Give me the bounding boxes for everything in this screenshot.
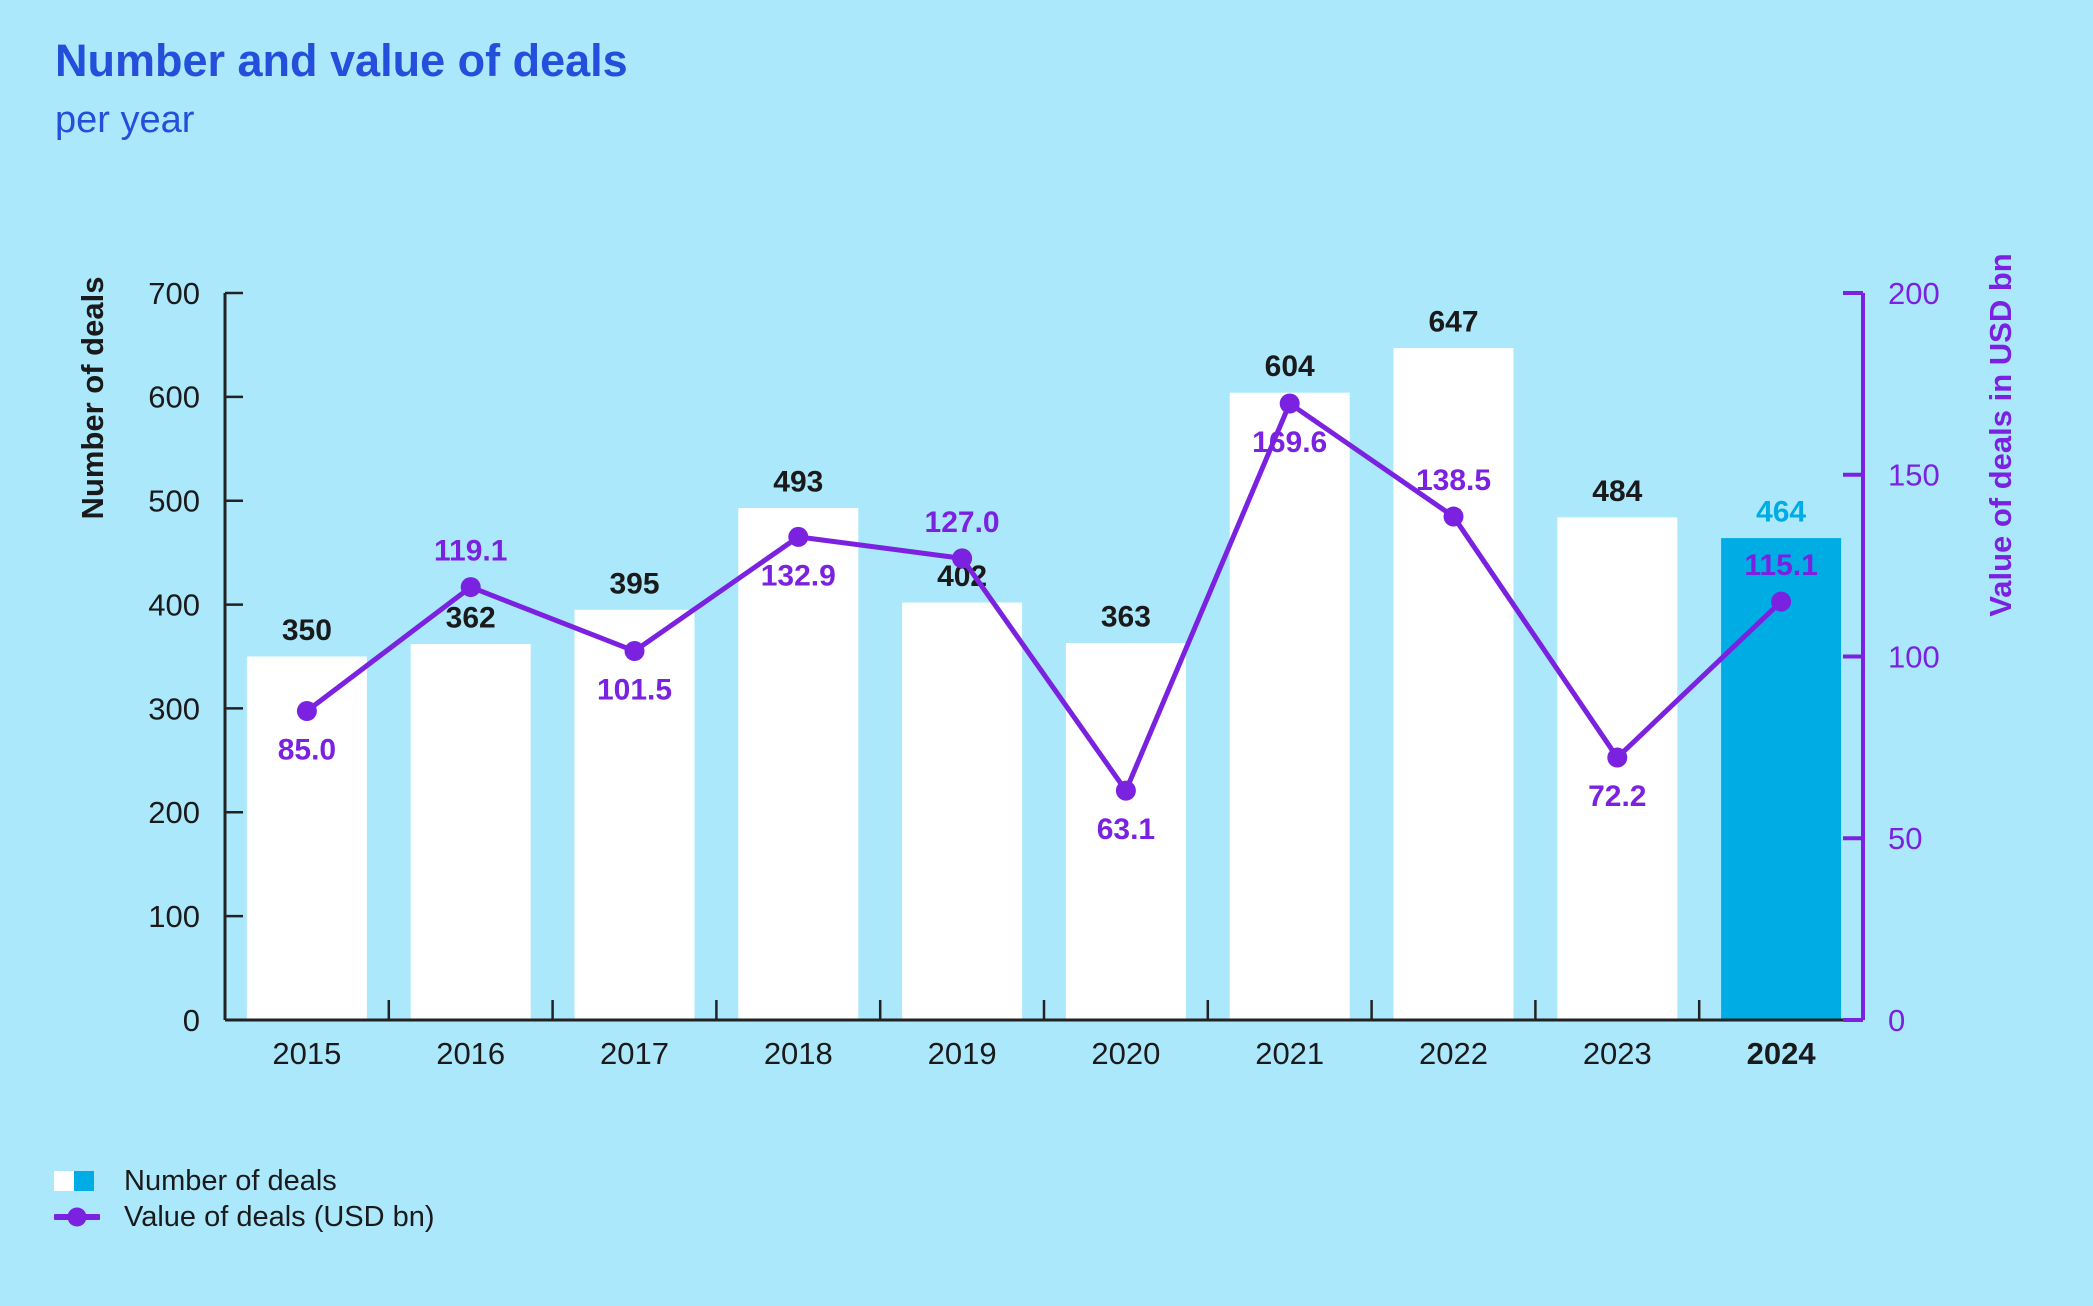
value-label-2024: 115.1 xyxy=(1744,549,1817,582)
value-dot-2016 xyxy=(460,577,481,598)
legend-item-value-of-deals: Value of deals (USD bn) xyxy=(54,1200,435,1233)
bar-value-label-2018: 493 xyxy=(773,465,823,498)
right-axis-tick-label: 100 xyxy=(1888,639,1940,674)
value-label-2019: 127.0 xyxy=(925,506,1000,539)
legend-label: Value of deals (USD bn) xyxy=(124,1200,435,1233)
bar-value-label-2024: 464 xyxy=(1756,496,1806,529)
value-label-2016: 119.1 xyxy=(434,535,507,568)
x-axis-label-2024: 2024 xyxy=(1747,1036,1817,1071)
bar-2020 xyxy=(1065,642,1186,1020)
bar-value-label-2023: 484 xyxy=(1592,475,1642,508)
x-axis-label-2019: 2019 xyxy=(928,1036,997,1071)
bar-2023 xyxy=(1557,517,1678,1020)
x-axis-label-2016: 2016 xyxy=(436,1036,505,1071)
x-axis-label-2017: 2017 xyxy=(600,1036,669,1071)
right-axis-tick-label: 200 xyxy=(1888,276,1940,311)
bar-2019 xyxy=(902,602,1023,1020)
value-label-2018: 132.9 xyxy=(761,559,836,592)
value-dot-2022 xyxy=(1443,506,1464,527)
left-axis-tick-label: 400 xyxy=(148,587,200,622)
bar-value-label-2016: 362 xyxy=(446,602,496,635)
bar-2024 xyxy=(1721,538,1842,1020)
right-axis-title: Value of deals in USD bn xyxy=(1983,253,2018,616)
bar-swatch-cyan xyxy=(74,1171,94,1191)
left-axis-tick-label: 500 xyxy=(148,484,200,519)
value-label-2015: 85.0 xyxy=(278,734,336,767)
x-axis-label-2020: 2020 xyxy=(1091,1036,1160,1071)
bar-value-label-2015: 350 xyxy=(282,614,332,647)
value-dot-2024 xyxy=(1771,591,1792,612)
legend-item-number-of-deals: Number of deals xyxy=(54,1164,435,1197)
value-line-series xyxy=(305,401,1783,794)
legend-label: Number of deals xyxy=(124,1164,337,1197)
value-label-2022: 138.5 xyxy=(1416,464,1491,497)
value-dot-2021 xyxy=(1279,393,1300,414)
chart-title: Number and value of deals xyxy=(55,35,628,86)
chart-subtitle: per year xyxy=(55,99,195,141)
right-axis-tick-label: 150 xyxy=(1888,458,1940,493)
bar-2018 xyxy=(738,507,859,1021)
left-axis-tick-label: 700 xyxy=(148,276,200,311)
value-label-2023: 72.2 xyxy=(1588,780,1646,813)
left-axis-tick-label: 0 xyxy=(183,1003,200,1038)
bar-2021 xyxy=(1229,392,1350,1020)
x-axis-label-2022: 2022 xyxy=(1419,1036,1488,1071)
value-dot-2019 xyxy=(952,548,973,569)
right-axis-tick-label: 50 xyxy=(1888,821,1922,856)
line-dot-swatch xyxy=(67,1207,87,1227)
bar-value-label-2017: 395 xyxy=(609,567,659,600)
value-dot-2020 xyxy=(1115,780,1136,801)
right-axis-tick-label: 0 xyxy=(1888,1003,1905,1038)
value-dot-2017 xyxy=(624,641,645,662)
x-axis-label-2021: 2021 xyxy=(1255,1036,1324,1071)
bar-2016 xyxy=(410,644,531,1020)
bar-value-label-2022: 647 xyxy=(1428,306,1478,339)
left-axis-tick-label: 300 xyxy=(148,691,200,726)
left-axis-tick-label: 600 xyxy=(148,380,200,415)
x-axis-label-2015: 2015 xyxy=(272,1036,341,1071)
left-axis-title: Number of deals xyxy=(75,277,110,520)
value-label-2017: 101.5 xyxy=(597,674,672,707)
bar-swatch-white xyxy=(54,1171,74,1191)
value-label-2020: 63.1 xyxy=(1097,813,1155,846)
value-dot-2018 xyxy=(788,526,809,547)
value-dot-2015 xyxy=(296,701,317,722)
bar-2022 xyxy=(1393,348,1514,1020)
bar-2017 xyxy=(574,609,695,1020)
chart-legend: Number of deals Value of deals (USD bn) xyxy=(54,1164,435,1233)
bar-value-label-2020: 363 xyxy=(1101,600,1151,633)
left-axis-tick-label: 100 xyxy=(148,899,200,934)
bar-value-label-2021: 604 xyxy=(1265,350,1315,383)
value-dot-2023 xyxy=(1607,747,1628,768)
x-axis-label-2023: 2023 xyxy=(1583,1036,1652,1071)
value-label-2021: 169.6 xyxy=(1252,426,1327,459)
x-axis-label-2018: 2018 xyxy=(764,1036,833,1071)
left-axis-tick-label: 200 xyxy=(148,795,200,830)
line-swatch xyxy=(54,1207,100,1227)
